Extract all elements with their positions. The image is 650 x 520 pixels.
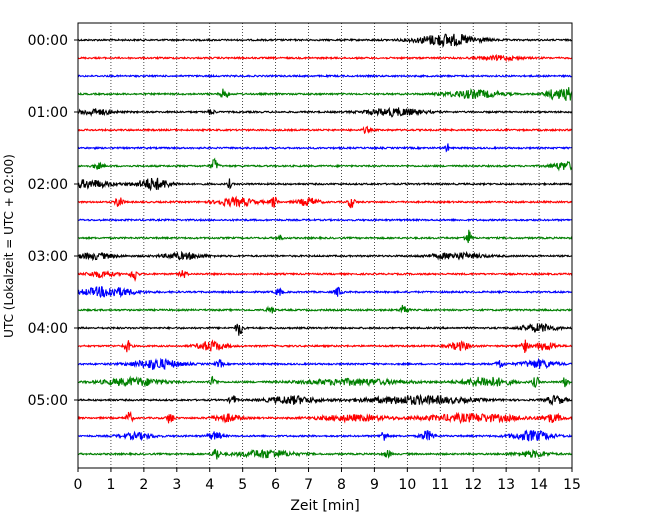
plot-background xyxy=(78,23,572,468)
seismic-trace xyxy=(77,375,573,389)
seismic-trace xyxy=(77,410,573,425)
seismic-trace xyxy=(77,54,573,63)
seismic-trace xyxy=(77,270,573,282)
seismic-trace xyxy=(77,357,573,371)
x-tick-label: 7 xyxy=(304,477,313,493)
seismic-trace xyxy=(77,195,573,209)
x-tick-label: 4 xyxy=(205,477,214,493)
x-tick-label: 6 xyxy=(271,477,280,493)
seismic-trace xyxy=(77,217,573,223)
seismic-trace xyxy=(77,125,573,135)
y-tick-label: 04:00 xyxy=(28,321,68,337)
seismic-trace xyxy=(77,229,573,244)
x-tick-label: 12 xyxy=(464,477,482,493)
seismic-trace xyxy=(77,87,573,101)
x-tick-label: 13 xyxy=(497,477,515,493)
x-tick-label: 15 xyxy=(563,477,581,493)
y-axis-title: UTC (Lokalzeit = UTC + 02:00) xyxy=(2,154,16,338)
x-tick-label: 9 xyxy=(370,477,379,493)
x-tick-label: 10 xyxy=(398,477,416,493)
y-tick-label: 02:00 xyxy=(28,177,68,193)
y-tick-label: 03:00 xyxy=(28,249,68,265)
seismic-trace xyxy=(77,33,573,49)
x-tick-label: 3 xyxy=(172,477,181,493)
x-tick-label: 0 xyxy=(74,477,83,493)
x-axis-title: Zeit [min] xyxy=(290,498,359,514)
seismic-trace xyxy=(77,177,573,192)
seismic-trace xyxy=(77,106,573,118)
y-tick-label: 00:00 xyxy=(28,33,68,49)
plot-frame xyxy=(77,22,573,469)
seismic-trace xyxy=(77,73,573,79)
y-tick-label: 01:00 xyxy=(28,105,68,121)
y-axis-ticks: 00:00 01:00 02:00 03:00 04:00 05:00 xyxy=(28,33,78,409)
x-tick-label: 1 xyxy=(106,477,115,493)
seismic-trace xyxy=(77,286,573,299)
seismic-trace xyxy=(77,143,573,153)
x-tick-label: 5 xyxy=(238,477,247,493)
seismic-trace xyxy=(77,157,573,172)
x-tick-label: 2 xyxy=(139,477,148,493)
y-tick-label: 05:00 xyxy=(28,393,68,409)
seismic-trace xyxy=(77,448,573,460)
x-tick-label: 14 xyxy=(530,477,548,493)
x-tick-label: 11 xyxy=(431,477,449,493)
x-tick-label: 8 xyxy=(337,477,346,493)
seismic-trace xyxy=(77,250,573,262)
x-axis-ticks: 0 1 2 3 4 5 6 7 8 9 10 11 12 13 14 15 xyxy=(74,468,581,493)
seismic-trace xyxy=(77,323,573,336)
seismic-trace xyxy=(77,429,573,442)
seismic-trace xyxy=(77,393,573,407)
seismic-trace xyxy=(77,304,573,314)
seismic-trace xyxy=(77,339,573,354)
traces-group xyxy=(77,33,573,460)
